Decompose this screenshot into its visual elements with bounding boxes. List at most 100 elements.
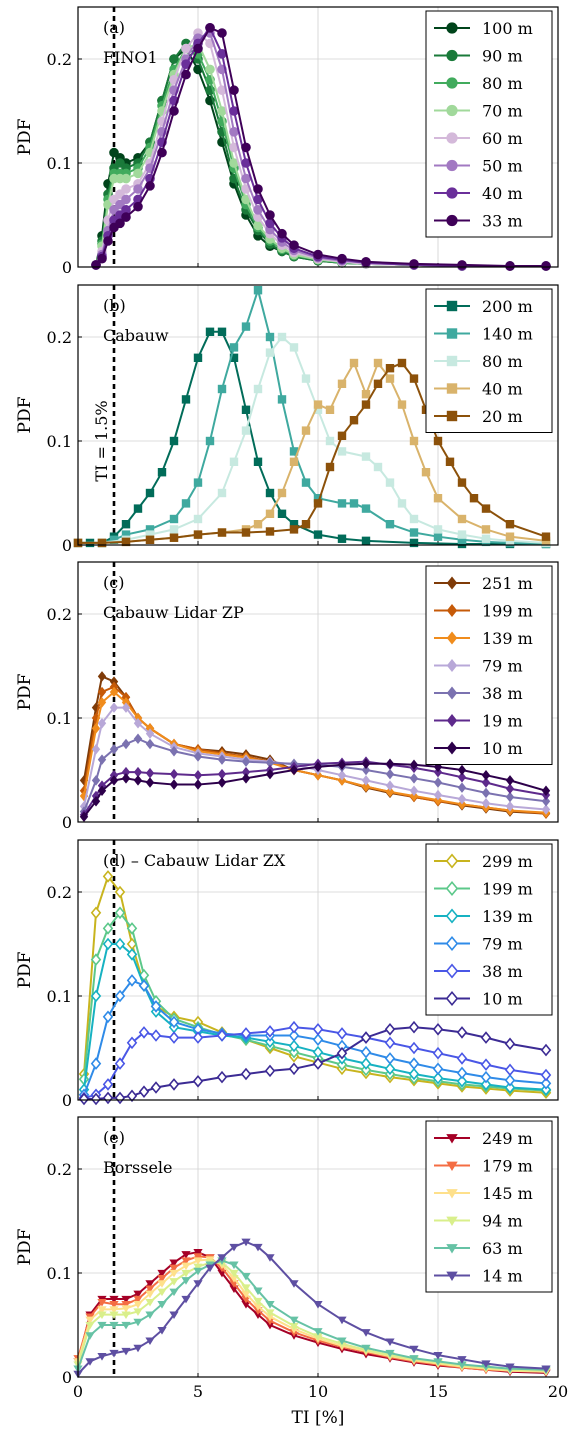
data-point	[361, 764, 371, 776]
data-point	[133, 1318, 143, 1327]
data-point	[168, 1031, 180, 1044]
data-point	[216, 1070, 228, 1084]
data-point	[289, 1280, 299, 1288]
data-point	[277, 228, 287, 239]
data-point	[78, 1092, 90, 1106]
series-140m	[73, 286, 551, 549]
data-point	[457, 772, 467, 783]
data-point	[265, 210, 275, 220]
data-point	[360, 1057, 372, 1070]
data-point	[145, 1285, 155, 1294]
data-point	[481, 769, 491, 781]
data-point	[265, 1321, 275, 1330]
data-point	[114, 885, 126, 899]
data-point	[193, 1257, 203, 1265]
legend: 299 m 199 m 139 m 79 m 38 m 10 m	[425, 843, 553, 1016]
data-point	[217, 1254, 227, 1262]
legend-marker	[446, 159, 458, 172]
legend: 251 m 199 m 139 m 79 m 38 m 19 m 10 m	[425, 565, 553, 765]
legend-label: 40 m	[482, 380, 523, 399]
data-point	[121, 766, 131, 778]
panel-title: Cabauw Lidar ZP	[103, 603, 244, 622]
data-point	[385, 1349, 395, 1358]
data-point	[361, 1329, 371, 1337]
data-point	[313, 1301, 323, 1309]
y-axis-label: PDF	[15, 673, 35, 710]
data-point	[432, 1046, 444, 1060]
data-point	[313, 1333, 323, 1341]
series-line	[77, 1258, 547, 1373]
data-point	[157, 468, 167, 477]
data-point	[205, 436, 215, 446]
data-point	[433, 777, 443, 788]
data-point	[481, 777, 491, 788]
data-point	[384, 1022, 396, 1036]
data-point	[361, 775, 371, 786]
data-point	[505, 532, 515, 541]
data-point	[109, 1311, 119, 1320]
data-point	[145, 1298, 155, 1307]
data-point	[456, 1026, 468, 1039]
data-point	[325, 405, 335, 414]
data-point	[505, 520, 515, 529]
panel-label: (c)	[103, 573, 124, 592]
y-tick-label: 0	[62, 1091, 72, 1110]
data-point	[90, 989, 102, 1003]
data-point	[85, 1358, 95, 1366]
data-point	[265, 1309, 275, 1317]
data-point	[289, 520, 299, 529]
data-point	[169, 1269, 179, 1278]
data-point	[481, 504, 491, 513]
data-point	[121, 738, 131, 750]
data-point	[409, 374, 419, 383]
data-point	[456, 1074, 468, 1088]
data-point	[241, 426, 251, 435]
data-point	[241, 766, 251, 778]
data-point	[313, 499, 323, 508]
data-point	[433, 436, 443, 446]
legend-label: 79 m	[482, 657, 523, 676]
data-point	[168, 1015, 180, 1029]
data-point	[265, 1254, 275, 1262]
data-point	[337, 759, 347, 771]
data-point	[480, 1078, 492, 1091]
data-point	[397, 400, 407, 409]
panel-label: (e)	[103, 1128, 125, 1147]
y-tick-label: 0.1	[47, 1264, 72, 1283]
data-point	[505, 791, 515, 803]
axes-frame	[77, 1116, 559, 1378]
data-point	[133, 717, 143, 729]
data-point	[289, 764, 299, 776]
data-point	[97, 1353, 107, 1361]
data-point	[361, 536, 371, 546]
data-point	[456, 1066, 468, 1080]
data-point	[229, 1261, 239, 1270]
data-point	[115, 218, 125, 229]
data-point	[385, 520, 395, 529]
legend-label: 251 m	[482, 574, 533, 593]
data-point	[361, 400, 371, 409]
data-point	[289, 1316, 299, 1325]
data-point	[121, 1321, 131, 1330]
data-point	[265, 509, 275, 518]
data-point	[313, 494, 323, 503]
axes-frame	[77, 839, 559, 1101]
data-point	[169, 54, 179, 64]
data-point	[481, 525, 491, 534]
series-20m	[73, 358, 551, 548]
data-point	[301, 374, 311, 383]
data-point	[337, 431, 347, 440]
data-point	[97, 253, 107, 264]
data-point	[217, 384, 227, 394]
data-point	[114, 937, 126, 951]
series-line	[77, 1255, 547, 1373]
data-point	[312, 1022, 324, 1036]
legend-label: 10 m	[482, 739, 523, 758]
data-point	[337, 499, 347, 508]
data-point	[150, 1081, 162, 1094]
data-point	[373, 379, 383, 388]
legend-label: 199 m	[482, 602, 533, 621]
data-point	[138, 979, 150, 992]
data-point	[97, 1321, 107, 1330]
legend-marker	[446, 187, 458, 199]
